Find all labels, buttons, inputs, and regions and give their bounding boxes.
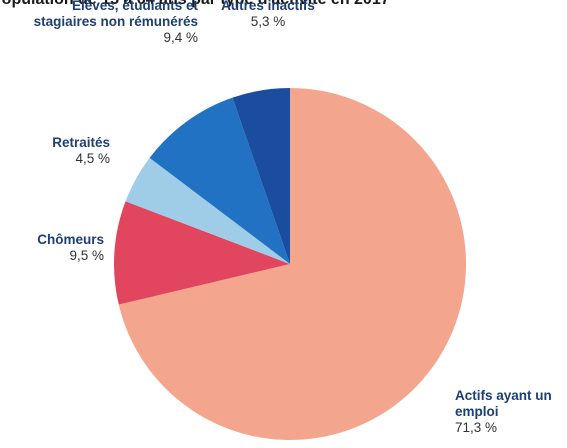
value-label: 5,3 % <box>250 14 286 29</box>
slice-label: Actifs ayant un emploi 71,3 % <box>455 388 567 436</box>
slice-label: Retraités 4,5 % <box>0 135 110 167</box>
pie-slice <box>149 97 290 264</box>
pie-slice <box>113 201 290 305</box>
value-label: 9,5 % <box>69 248 104 263</box>
pie-slice <box>232 88 290 264</box>
value-label: 71,3 % <box>455 420 498 435</box>
chart-title: Population de 15 à 64 ans par type d'act… <box>0 0 390 9</box>
slice-label: Autres inactifs 5,3 % <box>220 0 316 30</box>
value-label: 9,4 % <box>163 30 198 45</box>
slice-label: Chômeurs 9,5 % <box>0 232 104 264</box>
pie-slice <box>125 157 290 264</box>
category-label: Actifs ayant un emploi <box>455 388 552 419</box>
pie-slice <box>118 88 466 440</box>
value-label: 4,5 % <box>75 151 110 166</box>
category-label: Autres inactifs <box>221 0 315 13</box>
slice-label: Élèves, étudiants et stagiaires non rému… <box>20 0 198 46</box>
category-label: Élèves, étudiants et stagiaires non rému… <box>33 0 198 29</box>
category-label: Retraités <box>52 135 110 150</box>
category-label: Chômeurs <box>37 232 104 247</box>
